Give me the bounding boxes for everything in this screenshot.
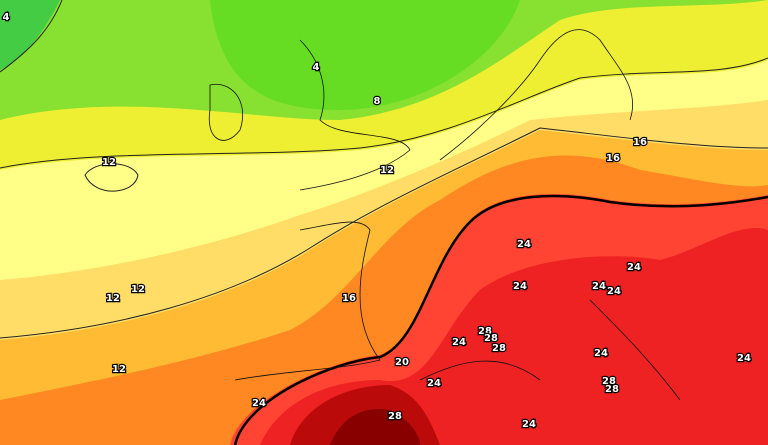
contour-label: 4: [313, 62, 320, 73]
contour-label: 12: [102, 157, 116, 168]
contour-label: 12: [380, 165, 394, 176]
contour-label: 4: [3, 12, 10, 23]
contour-label: 8: [374, 96, 381, 107]
contour-label: 28: [388, 411, 402, 422]
contour-label: 12: [106, 293, 120, 304]
contour-label: 24: [427, 378, 441, 389]
isotherm-bold: [233, 194, 768, 445]
contour-label: 28: [492, 343, 506, 354]
contour-label: 24: [607, 286, 621, 297]
contour-label: 24: [627, 262, 641, 273]
contour-label: 24: [522, 419, 536, 430]
contour-label: 24: [737, 353, 751, 364]
isotherm: [0, 127, 768, 339]
isotherm: [84, 163, 139, 192]
contour-label: 28: [478, 326, 492, 337]
band-green: [210, 0, 520, 110]
coastline: [419, 299, 681, 401]
contour-label: 16: [342, 293, 356, 304]
contour-label: 28: [484, 333, 498, 344]
contour-label: 24: [252, 398, 266, 409]
band-darkest: [330, 409, 420, 445]
coastline: [234, 221, 381, 381]
contour-label: 28: [602, 376, 616, 387]
isotherm: [0, 0, 63, 73]
contour-label: 16: [633, 137, 647, 148]
contour-label: 24: [513, 281, 527, 292]
contour-label: 20: [395, 357, 409, 368]
contour-label: 12: [112, 364, 126, 375]
contour-label: 12: [131, 284, 145, 295]
isotherm: [0, 57, 768, 169]
contour-label: 24: [517, 239, 531, 250]
contour-label: 28: [605, 384, 619, 395]
contour-labels: 4 4 8 12 12 16 16 12 12 16 12 20 24 24 2…: [1, 11, 752, 431]
band-cool: [0, 0, 60, 70]
contour-label: 24: [452, 337, 466, 348]
coastline: [208, 39, 411, 191]
coastline: [439, 29, 634, 161]
contour-label: 16: [606, 153, 620, 164]
contour-label: 24: [594, 348, 608, 359]
contour-label: 24: [592, 281, 606, 292]
